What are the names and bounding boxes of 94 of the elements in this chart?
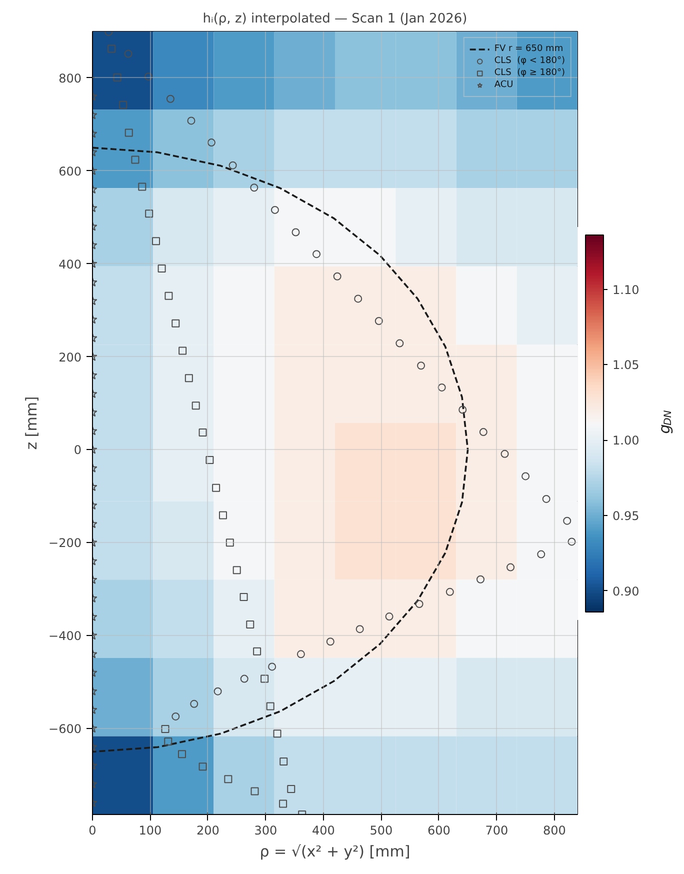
- legend-label: ACU: [494, 79, 514, 91]
- point: [458, 406, 467, 414]
- point: [266, 702, 274, 710]
- color-bar-title: gDN: [656, 410, 674, 434]
- point: [354, 294, 362, 303]
- x-tick-label: 400: [312, 824, 335, 838]
- point: [119, 100, 128, 109]
- point: [240, 593, 248, 602]
- point: [108, 44, 116, 53]
- point: [446, 588, 454, 596]
- color-bar-label: 1.10: [612, 282, 640, 297]
- point: [292, 228, 300, 236]
- point: [228, 161, 237, 170]
- y-tick-label: 400: [58, 257, 82, 272]
- point: [166, 94, 174, 103]
- point: [280, 758, 288, 766]
- point: [144, 72, 153, 81]
- point: [198, 428, 207, 437]
- point: [356, 625, 364, 634]
- point: [374, 317, 383, 325]
- point: [287, 784, 296, 793]
- y-tick-label: 600: [58, 164, 82, 178]
- x-axis-title: ρ = √(x² + y²) [mm]: [260, 842, 410, 860]
- point: [312, 250, 321, 258]
- y-tick-label: −600: [48, 722, 82, 736]
- point: [250, 184, 258, 192]
- y-axis-title: z [mm]: [22, 396, 41, 450]
- point: [131, 156, 140, 164]
- point: [152, 237, 160, 246]
- x-tick-label: 0: [88, 824, 96, 838]
- point: [268, 662, 276, 671]
- point: [164, 738, 172, 746]
- point: [385, 612, 394, 621]
- point: [476, 575, 484, 584]
- point: [218, 511, 227, 520]
- point: [500, 450, 509, 458]
- legend-label: FV r = 650 mm: [494, 43, 564, 55]
- point: [333, 272, 342, 280]
- color-bar-label: 0.95: [612, 508, 640, 523]
- point: [240, 674, 248, 683]
- line-series: [92, 146, 469, 753]
- chart-title: hᵢ(ρ, z) interpolated — Scan 1 (Jan 2026): [202, 12, 468, 26]
- point: [417, 362, 426, 370]
- point: [178, 346, 187, 355]
- x-tick-label: 700: [485, 824, 508, 838]
- y-tick-label: −400: [48, 629, 82, 644]
- y-tick-label: 800: [58, 71, 82, 86]
- x-tick-label: 500: [370, 824, 393, 838]
- point: [138, 182, 146, 191]
- legend-label: CLS (φ ≥ 180°): [494, 67, 565, 79]
- point: [184, 374, 193, 382]
- point: [192, 402, 200, 410]
- point: [214, 687, 222, 696]
- point: [296, 650, 305, 658]
- point: [172, 712, 180, 720]
- y-tick-label: 0: [74, 443, 82, 458]
- point: [207, 138, 216, 147]
- point: [415, 600, 424, 608]
- point: [206, 456, 214, 464]
- point: [226, 538, 234, 547]
- point: [438, 383, 446, 392]
- x-tick-label: 100: [138, 824, 162, 838]
- point: [212, 484, 220, 492]
- x-tick-label: 300: [254, 824, 278, 838]
- legend-label: CLS (φ < 180°): [494, 55, 565, 67]
- point: [279, 800, 288, 808]
- point: [224, 775, 232, 784]
- x-tick-label: 600: [427, 824, 450, 838]
- point: [270, 206, 279, 214]
- point: [145, 210, 154, 218]
- point: [164, 292, 173, 300]
- point: [396, 339, 404, 348]
- color-bar-label: 1.00: [612, 434, 640, 448]
- point: [161, 724, 170, 733]
- y-tick-label: 200: [58, 350, 82, 364]
- point: [187, 116, 196, 125]
- point: [190, 700, 198, 708]
- y-tick-label: −200: [48, 536, 82, 550]
- point: [246, 620, 254, 628]
- point: [326, 638, 334, 646]
- point: [172, 319, 180, 328]
- point: [198, 762, 207, 771]
- point: [479, 428, 488, 436]
- point: [232, 566, 241, 574]
- point: [178, 750, 186, 758]
- point: [260, 674, 269, 683]
- point: [158, 264, 166, 272]
- point: [273, 730, 282, 738]
- color-bar-label: 1.05: [612, 358, 640, 372]
- x-tick-label: 800: [542, 824, 566, 838]
- point: [250, 787, 259, 796]
- x-tick-label: 200: [196, 824, 220, 838]
- color-bar-label: 0.90: [612, 584, 640, 598]
- point: [253, 647, 262, 656]
